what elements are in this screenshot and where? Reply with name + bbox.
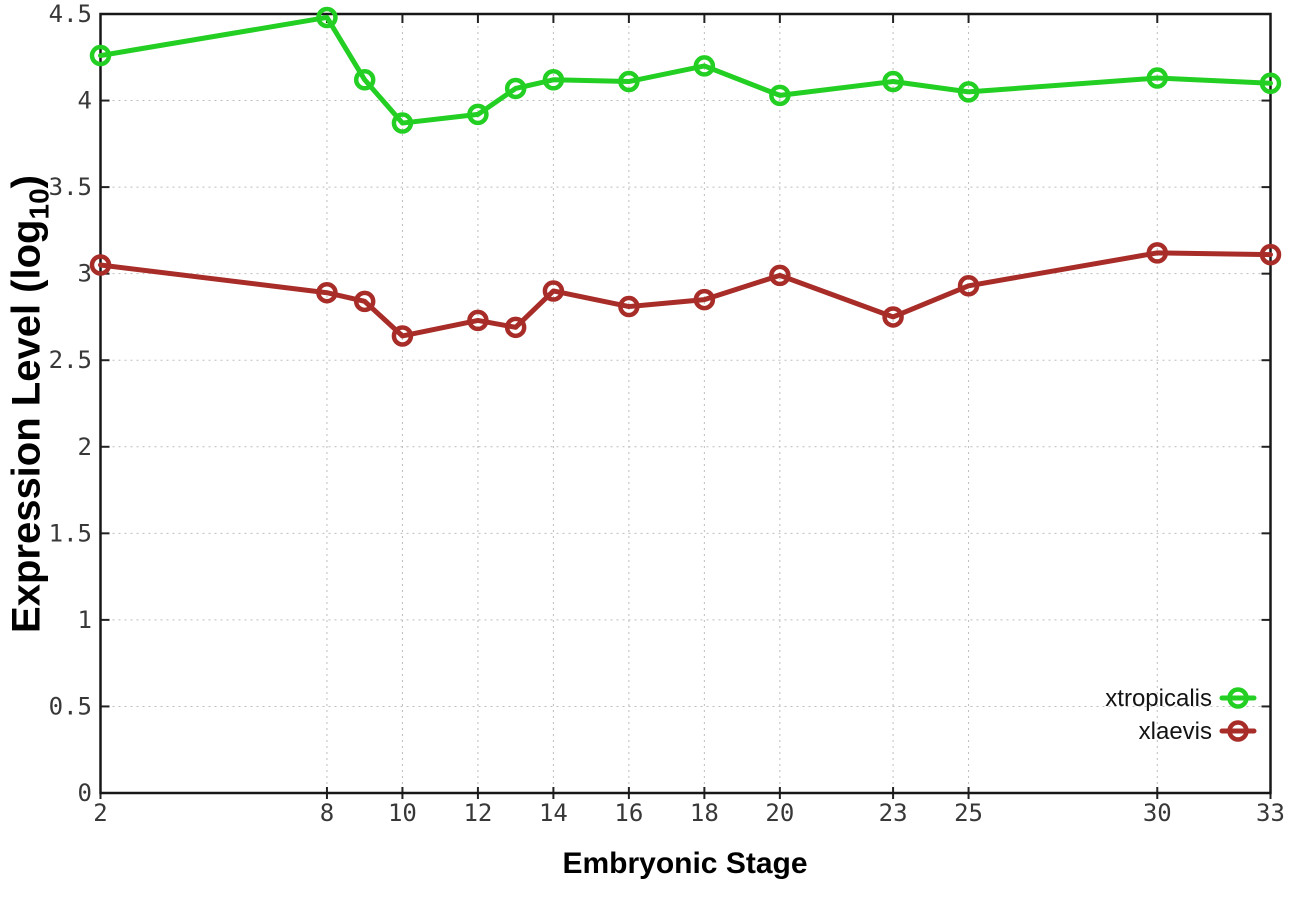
data-point-xlaevis bbox=[882, 306, 904, 328]
series-markers-xtropicalis bbox=[89, 6, 1282, 134]
x-tick-label: 8 bbox=[320, 799, 334, 827]
x-tick-label: 20 bbox=[765, 799, 794, 827]
data-point-xlaevis bbox=[542, 280, 565, 302]
data-point-xlaevis bbox=[769, 264, 791, 287]
y-tick-label: 3 bbox=[78, 260, 92, 288]
data-point-xtropicalis bbox=[89, 44, 112, 67]
x-tick-label: 23 bbox=[879, 799, 908, 827]
x-tick-label: 10 bbox=[388, 799, 417, 827]
x-tick-label: 33 bbox=[1256, 799, 1285, 827]
plot-border bbox=[99, 12, 1272, 795]
data-point-xlaevis bbox=[391, 325, 414, 347]
data-point-xtropicalis bbox=[391, 112, 414, 134]
x-tick-label: 30 bbox=[1143, 799, 1172, 827]
y-tick-label: 4.5 bbox=[49, 0, 92, 28]
data-point-xtropicalis bbox=[693, 55, 716, 77]
data-point-xtropicalis bbox=[1259, 72, 1282, 94]
legend-label-xlaevis: xlaevis bbox=[1139, 718, 1212, 745]
x-tick-label: 2 bbox=[93, 799, 107, 827]
y-axis-title: Expression Level (log10) bbox=[5, 175, 56, 633]
data-point-xlaevis bbox=[89, 254, 112, 276]
data-point-xlaevis bbox=[1259, 243, 1282, 266]
legend-sample-marker-xlaevis bbox=[1227, 720, 1249, 742]
x-tick-label: 12 bbox=[463, 799, 492, 827]
x-axis-title: Embryonic Stage bbox=[562, 847, 808, 880]
legend: xtropicalis xlaevis bbox=[1105, 685, 1257, 745]
y-tick-label: 2.5 bbox=[49, 346, 92, 374]
y-tick-label: 1 bbox=[78, 606, 92, 634]
legend-sample-marker-xtropicalis bbox=[1227, 687, 1249, 709]
series-markers-xlaevis bbox=[89, 242, 1282, 347]
y-tick-labels: 0 0.5 1 1.5 2 2.5 3 3.5 4 4.5 bbox=[49, 0, 92, 807]
data-point-xtropicalis bbox=[957, 81, 980, 103]
data-point-xlaevis bbox=[353, 290, 376, 313]
data-point-xtropicalis bbox=[504, 77, 527, 100]
y-axis-title-close-paren: ) bbox=[4, 175, 49, 189]
data-point-xlaevis bbox=[693, 288, 716, 311]
data-point-xtropicalis bbox=[618, 70, 640, 93]
x-tick-label: 18 bbox=[690, 799, 719, 827]
data-point-xtropicalis bbox=[467, 103, 489, 126]
data-point-xtropicalis bbox=[769, 84, 791, 107]
y-tick-label: 1.5 bbox=[49, 519, 92, 547]
y-axis-title-text: Expression Level (log bbox=[4, 219, 49, 633]
legend-label-xtropicalis: xtropicalis bbox=[1105, 685, 1212, 712]
data-point-xtropicalis bbox=[542, 69, 565, 91]
y-tick-label: 3.5 bbox=[49, 173, 92, 201]
data-point-xlaevis bbox=[618, 295, 640, 318]
x-tick-labels: 2 8 10 12 14 16 18 20 23 25 30 33 bbox=[93, 799, 1285, 827]
data-point-xtropicalis bbox=[1146, 67, 1169, 89]
y-tick-label: 2 bbox=[78, 433, 92, 461]
data-point-xlaevis bbox=[957, 275, 980, 297]
y-tick-label: 0.5 bbox=[49, 692, 92, 720]
y-tick-label: 0 bbox=[78, 779, 92, 807]
y-axis-title-subscript: 10 bbox=[23, 188, 55, 220]
grid bbox=[100, 14, 1271, 793]
data-point-xlaevis bbox=[316, 281, 338, 304]
data-point-xtropicalis bbox=[353, 69, 376, 91]
data-point-xlaevis bbox=[467, 309, 489, 332]
data-point-xtropicalis bbox=[316, 6, 338, 29]
x-tick-label: 16 bbox=[614, 799, 643, 827]
data-point-xlaevis bbox=[1146, 242, 1169, 264]
x-tick-label: 14 bbox=[539, 799, 568, 827]
data-point-xlaevis bbox=[504, 316, 527, 339]
y-tick-label: 4 bbox=[78, 87, 92, 115]
data-point-xtropicalis bbox=[882, 70, 904, 93]
x-tick-label: 25 bbox=[954, 799, 983, 827]
